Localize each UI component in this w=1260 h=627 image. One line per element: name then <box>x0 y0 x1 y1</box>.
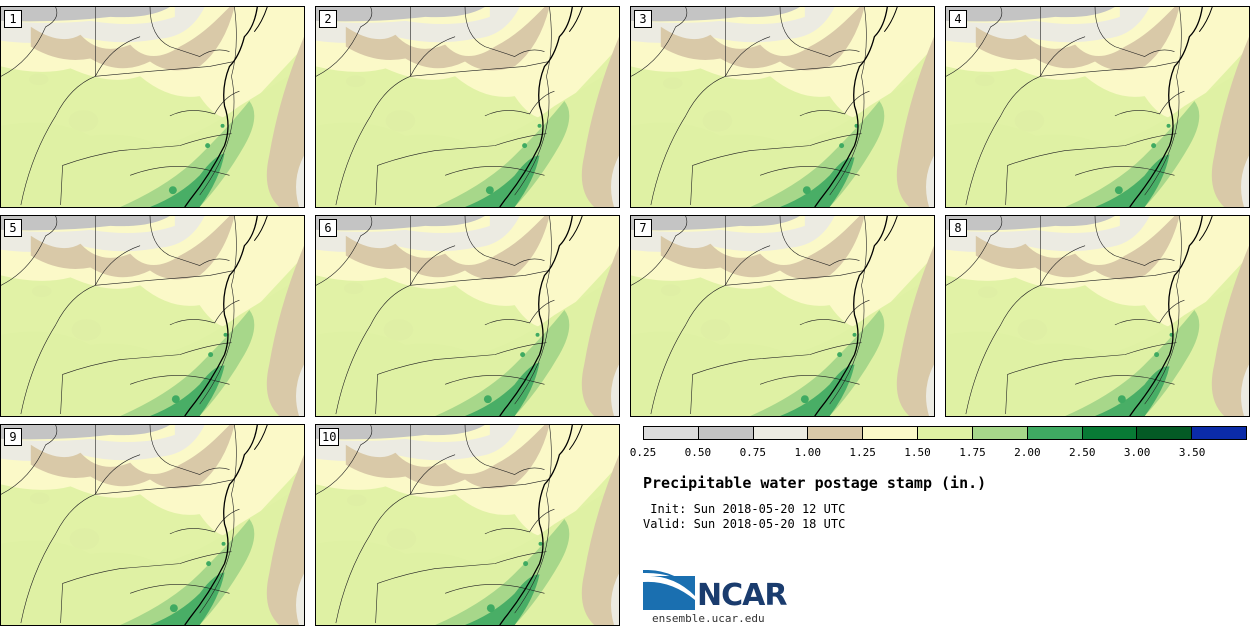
ensemble-member-panel: 5 <box>0 215 305 417</box>
colorbar-cell <box>918 427 973 439</box>
member-number-label: 9 <box>4 428 22 446</box>
ensemble-member-panel: 7 <box>630 215 935 417</box>
colorbar-tick-label: 3.50 <box>1178 446 1206 459</box>
member-number-label: 7 <box>634 219 652 237</box>
colorbar-tick-label: 0.75 <box>739 446 767 459</box>
source-url: ensemble.ucar.edu <box>652 612 765 625</box>
colorbar-tick-label: 0.50 <box>684 446 712 459</box>
precipitable-water-map <box>631 7 934 207</box>
precipitable-water-map <box>316 7 619 207</box>
init-time: Init: Sun 2018-05-20 12 UTC <box>643 502 846 516</box>
member-number-label: 5 <box>4 219 22 237</box>
figure-title: Precipitable water postage stamp (in.) <box>643 474 987 492</box>
colorbar-cell <box>1027 427 1083 439</box>
ensemble-member-panel: 10 <box>315 424 620 626</box>
precipitable-water-map <box>1 216 304 416</box>
colorbar-cell <box>1192 427 1246 439</box>
colorbar-cell <box>863 427 919 439</box>
ensemble-member-panel: 9 <box>0 424 305 626</box>
logo-text: NCAR <box>697 578 787 613</box>
colorbar-cell <box>1137 427 1193 439</box>
colorbar-tick-label: 2.50 <box>1069 446 1096 459</box>
ensemble-member-panel: 2 <box>315 6 620 208</box>
colorbar <box>643 426 1247 440</box>
ensemble-member-panel: 1 <box>0 6 305 208</box>
member-number-label: 3 <box>634 10 652 28</box>
colorbar-cell <box>808 427 864 439</box>
colorbar-tick-label: 0.25 <box>629 446 657 459</box>
colorbar-tick-label: 3.00 <box>1123 446 1151 459</box>
colorbar-tick-label: 2.00 <box>1014 446 1041 459</box>
ensemble-member-panel: 6 <box>315 215 620 417</box>
ensemble-member-panel: 8 <box>945 215 1250 417</box>
member-number-label: 2 <box>319 10 337 28</box>
member-number-label: 6 <box>319 219 337 237</box>
colorbar-tick-label: 1.00 <box>794 446 821 459</box>
member-number-label: 1 <box>4 10 22 28</box>
colorbar-tick-label: 1.50 <box>904 446 931 459</box>
precipitable-water-map <box>946 7 1249 207</box>
precipitable-water-map <box>1 425 304 625</box>
ensemble-member-panel: 3 <box>630 6 935 208</box>
precipitable-water-map <box>316 216 619 416</box>
valid-time: Valid: Sun 2018-05-20 18 UTC <box>643 517 846 531</box>
colorbar-cell <box>753 427 809 439</box>
member-number-label: 4 <box>949 10 967 28</box>
precipitable-water-map <box>1 7 304 207</box>
member-number-label: 10 <box>319 428 340 446</box>
ncar-logo-icon <box>643 570 695 610</box>
precipitable-water-map <box>631 216 934 416</box>
colorbar-cell <box>698 427 754 439</box>
precipitable-water-map <box>946 216 1249 416</box>
colorbar-ticks: 0.25 0.50 0.75 1.00 1.25 1.50 1.75 2.00 2.50 3.00… <box>630 446 1247 460</box>
colorbar-cell <box>972 427 1028 439</box>
colorbar-cell <box>1082 427 1138 439</box>
colorbar-cell <box>644 427 699 439</box>
colorbar-tick-label: 1.25 <box>849 446 876 459</box>
ensemble-member-panel: 4 <box>945 6 1250 208</box>
precipitable-water-map <box>316 425 619 625</box>
colorbar-tick-label: 1.75 <box>959 446 986 459</box>
member-number-label: 8 <box>949 219 967 237</box>
